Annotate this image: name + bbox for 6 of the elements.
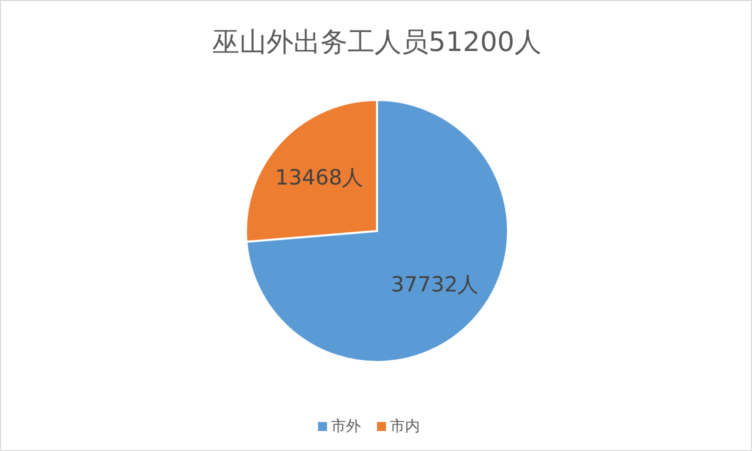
- chart-title: 巫山外出务工人员51200人: [212, 26, 542, 60]
- legend-label: 市外: [331, 417, 361, 435]
- legend-label: 市内: [390, 417, 420, 435]
- data-label: 13468人: [275, 166, 364, 190]
- data-label: 37732人: [390, 272, 479, 296]
- pie-slice: [245, 99, 509, 363]
